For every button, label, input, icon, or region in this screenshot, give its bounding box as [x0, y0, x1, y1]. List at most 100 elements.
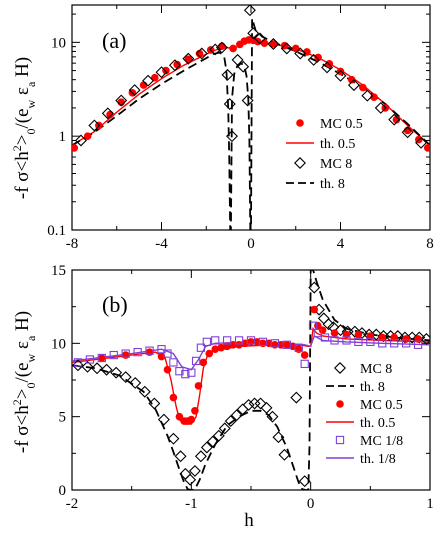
data-point: [300, 359, 309, 369]
data-point: [98, 354, 106, 362]
y-tick-label: 1: [59, 129, 67, 145]
data-point: [282, 340, 291, 349]
x-tick-label: 1: [426, 496, 434, 512]
data-point: [81, 360, 94, 373]
data-point: [222, 336, 232, 345]
data-point: [300, 351, 309, 359]
data-point: [199, 358, 208, 367]
data-point: [217, 343, 225, 352]
data-point: [336, 67, 345, 76]
data-point: [155, 66, 168, 79]
data-point: [109, 350, 118, 360]
data-point: [310, 305, 319, 314]
legend-swatch: [334, 362, 346, 374]
x-axis-label: h: [244, 510, 254, 531]
y-axis-label-a: -f σ<h2>0/(ew εa H): [10, 57, 38, 199]
data-point: [388, 113, 401, 126]
data-point: [354, 337, 363, 347]
legend-label: th. 8: [360, 380, 385, 395]
data-point: [235, 341, 243, 349]
data-point: [320, 333, 330, 342]
data-point: [260, 39, 269, 47]
legend-swatch: [335, 435, 345, 445]
y-tick-label: 5: [59, 410, 67, 426]
data-point: [129, 376, 142, 389]
data-point: [342, 336, 351, 345]
data-point: [231, 53, 244, 66]
data-point: [91, 362, 104, 375]
data-point: [167, 432, 180, 445]
panel-label: (a): [102, 28, 126, 53]
data-point: [100, 363, 113, 376]
data-point: [196, 343, 206, 352]
legend-label: th. 0.5: [320, 137, 355, 152]
data-point: [162, 66, 170, 75]
data-point: [224, 415, 237, 428]
data-point: [169, 358, 178, 367]
data-point: [258, 337, 268, 347]
legend-label: MC 0.5: [320, 117, 363, 132]
data-point: [181, 369, 190, 379]
data-point: [188, 464, 201, 477]
data-point: [413, 340, 423, 349]
data-point: [334, 324, 347, 337]
x-tick-label: -4: [155, 236, 168, 252]
y-axis-label-b: -f σ<h2>0/(ew εa H): [10, 311, 38, 453]
x-tick-label: -8: [66, 236, 79, 252]
data-point: [157, 413, 170, 426]
data-point: [314, 321, 322, 330]
series-line-3: [72, 18, 430, 230]
data-point: [283, 341, 291, 349]
data-point: [254, 397, 267, 410]
data-point: [202, 337, 211, 347]
data-point: [215, 41, 228, 54]
data-point: [307, 53, 320, 66]
data-point: [354, 330, 363, 339]
data-point: [234, 336, 244, 345]
data-point: [402, 335, 410, 343]
data-point: [361, 89, 374, 102]
data-point: [83, 132, 92, 140]
data-point: [313, 328, 322, 338]
data-point: [211, 345, 219, 354]
x-tick-label: 0: [247, 236, 255, 252]
data-point: [157, 345, 166, 354]
data-point: [223, 98, 236, 111]
data-point: [266, 410, 279, 423]
data-point: [218, 422, 231, 435]
data-point: [253, 32, 266, 45]
legend-label: MC 8: [320, 157, 352, 172]
data-point: [347, 79, 360, 92]
data-point: [169, 393, 178, 402]
data-point: [298, 475, 311, 488]
legend: MC 8 th. 8 MC 0.5 th. 0.5 MC 1/8 th. 1/8: [326, 362, 403, 467]
data-point: [278, 448, 291, 461]
data-point: [291, 44, 300, 53]
data-point: [370, 328, 383, 341]
data-point: [73, 358, 83, 367]
legend-swatch: [336, 400, 344, 408]
data-point: [209, 43, 222, 56]
data-point: [267, 38, 280, 50]
data-point: [330, 329, 339, 337]
data-point: [294, 47, 307, 60]
data-point: [106, 110, 114, 119]
data-point: [243, 5, 256, 17]
legend-label: th. 8: [320, 177, 345, 192]
data-point: [184, 55, 193, 64]
data-point: [290, 391, 303, 404]
plot-area: [72, 270, 430, 490]
x-tick-label: 4: [337, 236, 345, 252]
data-point: [420, 332, 430, 345]
data-point: [187, 415, 196, 424]
data-point: [194, 382, 203, 390]
x-tick-label: 8: [426, 236, 434, 252]
data-point: [247, 27, 260, 40]
data-point: [237, 60, 250, 73]
data-point: [423, 144, 430, 152]
data-point: [392, 115, 401, 124]
x-tick-label: -2: [66, 496, 79, 512]
data-point: [314, 53, 322, 62]
data-point: [145, 346, 154, 355]
